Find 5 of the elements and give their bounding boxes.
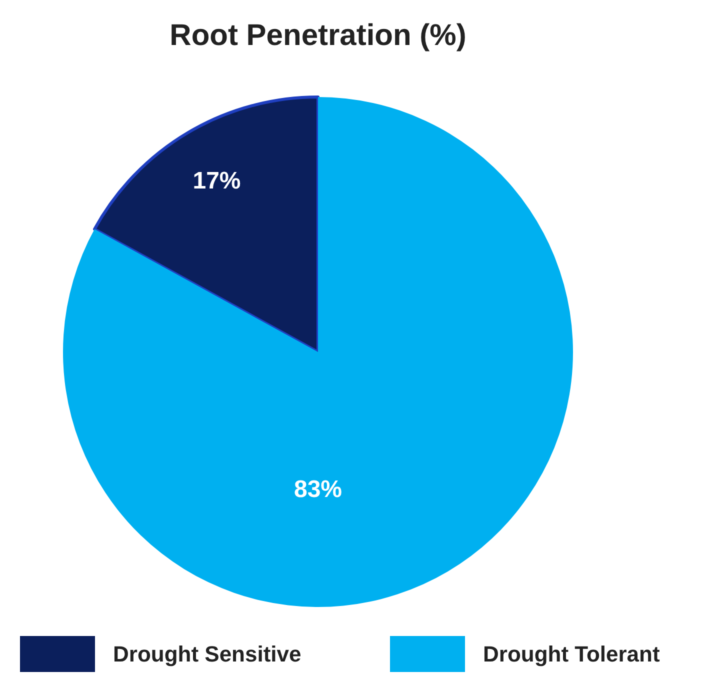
legend-label: Drought Sensitive <box>113 642 302 666</box>
data-label: 83% <box>294 476 342 503</box>
data-label: 17% <box>192 167 241 194</box>
legend-label: Drought Tolerant <box>483 642 660 666</box>
chart-title: Root Penetration (%) <box>170 19 466 52</box>
